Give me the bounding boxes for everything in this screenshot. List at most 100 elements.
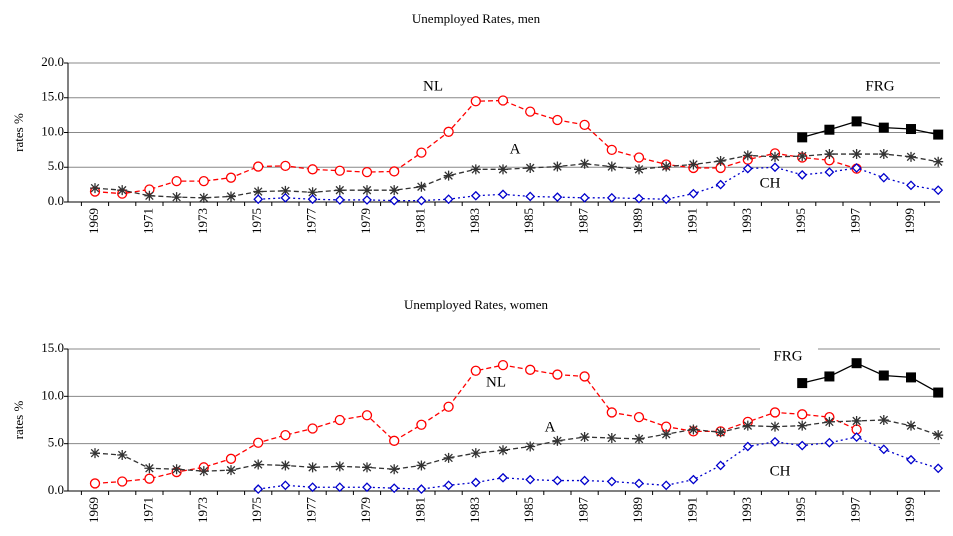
marker — [906, 420, 916, 431]
marker — [280, 160, 291, 172]
marker — [334, 461, 345, 472]
x-tick-label: 1979 — [358, 497, 373, 523]
marker — [225, 172, 237, 183]
marker — [171, 192, 182, 203]
x-tick-label: 1987 — [576, 497, 591, 524]
marker — [824, 167, 835, 178]
series-line — [258, 436, 939, 490]
marker — [606, 407, 617, 418]
marker — [797, 151, 808, 162]
x-tick-label: 1999 — [902, 208, 917, 234]
marker — [443, 194, 454, 205]
marker — [226, 191, 236, 202]
marker — [416, 181, 427, 192]
marker — [307, 423, 318, 434]
y-tick-label: 20.0 — [41, 54, 64, 69]
marker — [525, 364, 536, 375]
marker — [769, 407, 781, 418]
marker — [878, 370, 889, 381]
x-tick-label: 1971 — [140, 208, 155, 234]
y-tick-label: 0.0 — [48, 482, 64, 497]
marker — [552, 114, 563, 126]
marker — [661, 480, 672, 491]
series-line — [94, 364, 857, 485]
marker — [497, 95, 509, 106]
marker — [226, 465, 236, 476]
marker — [661, 161, 672, 172]
marker — [416, 419, 427, 430]
marker — [280, 460, 291, 471]
marker — [443, 480, 454, 491]
marker — [606, 432, 617, 443]
chart-title: Unemployed Rates, men — [412, 11, 541, 26]
marker — [933, 156, 944, 167]
marker — [742, 441, 753, 452]
marker — [280, 429, 291, 441]
marker — [851, 163, 862, 173]
marker — [470, 477, 481, 488]
marker — [361, 166, 373, 178]
x-tick-label: 1991 — [684, 497, 699, 523]
series-label: A — [510, 141, 521, 157]
marker — [552, 161, 563, 172]
marker — [416, 147, 427, 158]
series — [90, 149, 944, 203]
marker — [606, 144, 617, 156]
marker — [280, 480, 291, 491]
marker — [334, 482, 345, 493]
marker — [933, 387, 944, 398]
marker — [470, 190, 481, 201]
marker — [171, 464, 182, 475]
marker — [334, 165, 345, 176]
x-tick-label: 1991 — [684, 208, 699, 234]
y-tick-label: 15.0 — [41, 89, 64, 104]
marker — [634, 193, 644, 204]
marker — [498, 472, 508, 483]
marker — [362, 462, 372, 473]
marker — [797, 132, 808, 143]
series — [89, 95, 862, 199]
marker — [933, 463, 944, 474]
marker — [634, 478, 644, 489]
marker — [416, 484, 427, 495]
series-line — [94, 99, 857, 195]
marker — [878, 444, 889, 455]
marker — [90, 183, 100, 194]
y-tick-label: 5.0 — [48, 435, 64, 450]
x-tick-label: 1997 — [848, 497, 863, 524]
marker — [878, 149, 889, 160]
marker — [525, 474, 536, 485]
series — [797, 116, 944, 143]
marker — [634, 433, 644, 444]
x-tick-label: 1989 — [630, 208, 645, 234]
series-line — [802, 362, 939, 394]
y-axis-label: rates % — [11, 113, 26, 152]
series-line — [94, 153, 939, 199]
series-label: FRG — [865, 78, 894, 94]
marker — [117, 450, 128, 461]
marker — [253, 194, 264, 205]
marker — [389, 464, 400, 475]
marker — [906, 454, 916, 465]
marker — [579, 158, 590, 169]
marker — [933, 129, 944, 140]
marker — [633, 152, 645, 163]
series-line — [94, 419, 939, 472]
series-line — [802, 120, 939, 138]
series-label: A — [545, 419, 556, 435]
marker — [906, 124, 916, 135]
marker — [198, 192, 209, 203]
marker — [307, 164, 318, 175]
x-tick-label: 1975 — [249, 208, 264, 234]
marker — [470, 365, 481, 376]
marker — [906, 180, 916, 191]
marker — [361, 410, 373, 421]
marker — [525, 106, 536, 117]
marker — [498, 189, 508, 200]
x-tick-label: 1969 — [86, 208, 101, 234]
marker — [933, 185, 944, 196]
marker — [334, 414, 345, 426]
marker — [824, 149, 835, 160]
x-tick-label: 1997 — [848, 208, 863, 235]
